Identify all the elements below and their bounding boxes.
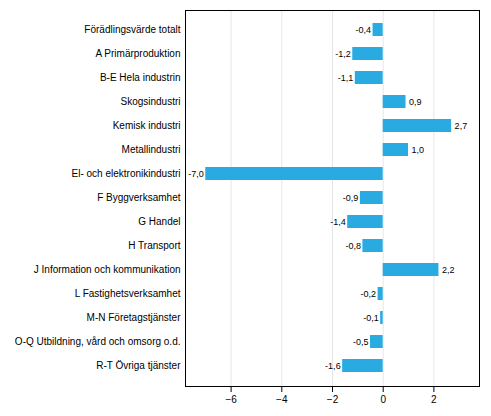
svg-text:-0,9: -0,9 (343, 193, 359, 203)
svg-text:B-E Hela industrin: B-E Hela industrin (100, 72, 181, 83)
svg-text:-0,8: -0,8 (345, 241, 361, 251)
svg-text:2,2: 2,2 (442, 265, 455, 275)
svg-text:A Primärproduktion: A Primärproduktion (95, 48, 180, 59)
svg-text:2: 2 (431, 394, 437, 405)
svg-text:-1,1: -1,1 (338, 73, 354, 83)
svg-text:Skogsindustri: Skogsindustri (120, 96, 180, 107)
svg-text:El- och elektronikindustri: El- och elektronikindustri (72, 168, 181, 179)
svg-text:0,9: 0,9 (409, 97, 422, 107)
svg-text:-0,2: -0,2 (361, 289, 377, 299)
svg-text:R-T Övriga tjänster: R-T Övriga tjänster (96, 360, 181, 371)
svg-text:-1,2: -1,2 (335, 49, 351, 59)
svg-text:-1,4: -1,4 (330, 217, 346, 227)
svg-text:L Fastighetsverksamhet: L Fastighetsverksamhet (75, 288, 181, 299)
svg-text:−2: −2 (327, 394, 339, 405)
svg-text:J Information och kommunikatio: J Information och kommunikation (34, 264, 181, 275)
svg-text:-0,4: -0,4 (356, 25, 372, 35)
svg-text:-1,6: -1,6 (325, 361, 341, 371)
svg-text:F Byggverksamhet: F Byggverksamhet (97, 192, 181, 203)
svg-text:-0,1: -0,1 (363, 313, 379, 323)
svg-text:−4: −4 (276, 394, 288, 405)
svg-text:Förädlingsvärde totalt: Förädlingsvärde totalt (84, 24, 180, 35)
svg-text:O-Q Utbildning, vård och omsor: O-Q Utbildning, vård och omsorg o.d. (15, 336, 181, 347)
svg-text:-0,5: -0,5 (353, 337, 369, 347)
svg-text:H Transport: H Transport (128, 240, 180, 251)
svg-text:M-N Företagstjänster: M-N Företagstjänster (87, 312, 182, 323)
svg-text:0: 0 (380, 394, 386, 405)
svg-text:-7,0: -7,0 (188, 169, 204, 179)
svg-text:2,7: 2,7 (455, 121, 468, 131)
svg-text:Kemisk industri: Kemisk industri (113, 120, 181, 131)
svg-text:1,0: 1,0 (412, 145, 425, 155)
svg-text:G Handel: G Handel (138, 216, 180, 227)
svg-text:−6: −6 (225, 394, 237, 405)
svg-text:Metallindustri: Metallindustri (122, 144, 181, 155)
